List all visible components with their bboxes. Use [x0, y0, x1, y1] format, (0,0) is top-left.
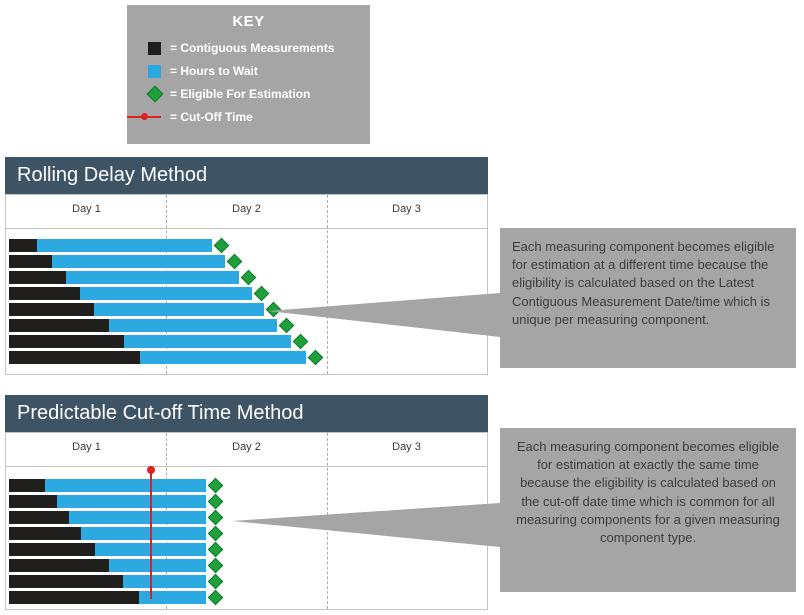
- day-header-divider: [6, 466, 487, 467]
- contiguous-segment: [9, 495, 57, 508]
- eligible-diamond-icon: [307, 349, 324, 366]
- contiguous-segment: [9, 351, 140, 364]
- hours-to-wait-segment: [124, 335, 291, 348]
- hours-to-wait-segment: [57, 495, 206, 508]
- contiguous-segment: [9, 335, 124, 348]
- legend-label: = Cut-Off Time: [170, 110, 253, 124]
- day-divider: [327, 195, 328, 374]
- contiguous-segment: [9, 591, 139, 604]
- legend-label: = Eligible For Estimation: [170, 87, 311, 101]
- contiguous-segment: [9, 255, 52, 268]
- contiguous-segment: [9, 511, 69, 524]
- contiguous-segment: [9, 287, 80, 300]
- day-label: Day 2: [232, 203, 261, 215]
- section-title-rolling-delay: Rolling Delay Method: [5, 157, 488, 194]
- measurement-bar: [9, 349, 484, 366]
- measurement-bar: [9, 301, 484, 318]
- legend-item-eligible-for-estimation: = Eligible For Estimation: [146, 85, 358, 103]
- day-label: Day 3: [392, 203, 421, 215]
- predictable-cutoff-callout: Each measuring component becomes eligibl…: [500, 428, 796, 592]
- measurement-bar: [9, 541, 484, 558]
- hours-to-wait-segment: [52, 255, 225, 268]
- contiguous-segment: [9, 575, 123, 588]
- contiguous-segment: [9, 479, 45, 492]
- eligible-diamond-icon: [207, 589, 224, 606]
- hours-to-wait-segment: [139, 591, 206, 604]
- measurement-bar: [9, 589, 484, 606]
- measurement-bar: [9, 477, 484, 494]
- day-label: Day 3: [392, 441, 421, 453]
- blue-square-icon: [148, 64, 161, 78]
- legend-item-hours-to-wait: = Hours to Wait: [148, 64, 358, 78]
- legend-item-contiguous-measurements: = Contiguous Measurements: [148, 41, 358, 55]
- contiguous-segment: [9, 319, 109, 332]
- eligible-diamond-icon: [207, 573, 224, 590]
- hours-to-wait-segment: [45, 479, 206, 492]
- eligible-diamond-icon: [207, 541, 224, 558]
- eligible-diamond-icon: [292, 333, 309, 350]
- measurement-bar: [9, 253, 484, 270]
- measurement-bar: [9, 493, 484, 510]
- contiguous-segment: [9, 303, 94, 316]
- legend-item-cut-off-time: = Cut-Off Time: [127, 110, 358, 124]
- hours-to-wait-segment: [109, 559, 206, 572]
- eligible-diamond-icon: [253, 285, 270, 302]
- black-square-icon: [148, 41, 161, 55]
- day-header-divider: [6, 228, 487, 229]
- legend-label: = Contiguous Measurements: [170, 41, 335, 55]
- day-divider: [166, 195, 167, 374]
- eligible-diamond-icon: [207, 477, 224, 494]
- day-label: Day 2: [232, 441, 261, 453]
- legend-label: = Hours to Wait: [170, 64, 258, 78]
- key-title: KEY: [232, 13, 265, 30]
- eligible-diamond-icon: [226, 253, 243, 270]
- cutoff-time-line: [150, 471, 152, 599]
- measurement-bar: [9, 509, 484, 526]
- eligible-diamond-icon: [207, 509, 224, 526]
- day-label: Day 1: [72, 441, 101, 453]
- hours-to-wait-segment: [80, 287, 252, 300]
- hours-to-wait-segment: [109, 319, 277, 332]
- eligible-diamond-icon: [278, 317, 295, 334]
- measurement-bar: [9, 285, 484, 302]
- contiguous-segment: [9, 543, 95, 556]
- contiguous-segment: [9, 271, 66, 284]
- hours-to-wait-segment: [66, 271, 239, 284]
- measurement-bar: [9, 333, 484, 350]
- cutoff-time-marker: [147, 466, 155, 474]
- section-title-predictable-cutoff: Predictable Cut-off Time Method: [5, 395, 488, 432]
- predictable-cutoff-chart: Day 1 Day 2 Day 3: [5, 432, 488, 610]
- hours-to-wait-segment: [37, 239, 212, 252]
- contiguous-segment: [9, 527, 81, 540]
- eligible-diamond-icon: [207, 493, 224, 510]
- eligible-diamond-icon: [265, 301, 282, 318]
- measurement-bar: [9, 573, 484, 590]
- eligible-diamond-icon: [240, 269, 257, 286]
- hours-to-wait-segment: [81, 527, 206, 540]
- day-label: Day 1: [72, 203, 101, 215]
- eligible-diamond-icon: [207, 557, 224, 574]
- hours-to-wait-segment: [140, 351, 306, 364]
- cutoff-line-icon: [127, 110, 161, 124]
- rolling-delay-callout: Each measuring component becomes eligibl…: [500, 228, 796, 368]
- green-diamond-icon: [146, 85, 163, 103]
- legend-key: KEY = Contiguous Measurements = Hours to…: [127, 5, 370, 144]
- measurement-bar: [9, 557, 484, 574]
- hours-to-wait-segment: [123, 575, 206, 588]
- eligible-diamond-icon: [213, 237, 230, 254]
- measurement-bar: [9, 317, 484, 334]
- rolling-delay-chart: Day 1 Day 2 Day 3: [5, 194, 488, 375]
- hours-to-wait-segment: [94, 303, 264, 316]
- measurement-bars: [9, 477, 484, 607]
- contiguous-segment: [9, 239, 37, 252]
- contiguous-segment: [9, 559, 109, 572]
- eligible-diamond-icon: [207, 525, 224, 542]
- measurement-bar: [9, 525, 484, 542]
- measurement-bars: [9, 237, 484, 367]
- hours-to-wait-segment: [69, 511, 206, 524]
- measurement-bar: [9, 237, 484, 254]
- measurement-bar: [9, 269, 484, 286]
